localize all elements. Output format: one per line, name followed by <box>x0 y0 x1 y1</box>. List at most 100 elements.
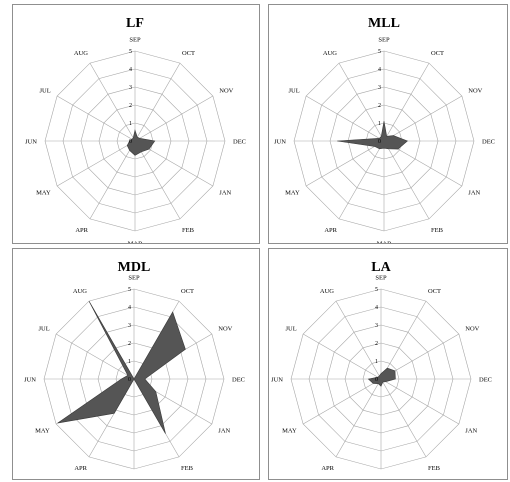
category-label-dec: DEC <box>479 377 492 384</box>
radial-tick-label: 1 <box>378 121 381 127</box>
radar-panel-lf: LF 0 1 2 3 4 5 SEP OCT NOV DEC JAN FEB MAR APR MAY JUN J… <box>12 4 260 244</box>
radial-tick-label: 3 <box>378 85 381 91</box>
radar-panel-mll: MLL 0 1 2 3 4 5 SEP OCT NOV DEC JAN FEB MAR APR MAY JUN… <box>268 4 508 244</box>
radar-chart-la: LA 0 1 2 3 4 5 SEP OCT NOV DEC JAN FEB MAR APR MAY JUN J… <box>271 260 492 480</box>
category-label-mar: MAR <box>377 241 392 244</box>
data-series-area <box>57 300 186 434</box>
chart-title: LF <box>126 16 144 31</box>
spoke-line <box>302 333 382 380</box>
category-label-mar: MAR <box>374 479 389 480</box>
category-label-feb: FEB <box>181 465 194 472</box>
category-label-apr: APR <box>324 227 337 234</box>
category-label-oct: OCT <box>428 288 441 295</box>
chart-title: MLL <box>368 16 400 31</box>
category-label-jul: JUL <box>38 326 49 333</box>
category-label-sep: SEP <box>129 37 141 44</box>
radial-tick-label: 4 <box>128 305 131 311</box>
category-label-jul: JUL <box>285 326 296 333</box>
radial-tick-label: 5 <box>378 49 381 55</box>
spoke-line <box>383 140 430 220</box>
radial-tick-label: 3 <box>129 85 132 91</box>
category-label-jan: JAN <box>219 190 231 197</box>
radar-panel-mdl: MDL 0 1 2 3 4 5 SEP OCT NOV DEC JAN FEB MAR APR MAY JUN… <box>12 248 260 480</box>
radial-tick-label: 5 <box>375 287 378 293</box>
spoke-line <box>56 95 136 142</box>
category-label-aug: AUG <box>320 288 334 295</box>
category-label-sep: SEP <box>375 275 387 282</box>
spoke-line <box>380 300 427 380</box>
radar-chart-mdl: MDL 0 1 2 3 4 5 SEP OCT NOV DEC JAN FEB MAR APR MAY JUN… <box>24 260 245 480</box>
category-label-apr: APR <box>321 465 334 472</box>
spoke-line <box>89 62 136 142</box>
radial-tick-label: 0 <box>375 377 378 383</box>
category-label-nov: NOV <box>219 88 233 95</box>
radar-grid <box>293 50 475 232</box>
category-label-oct: OCT <box>182 50 195 57</box>
radial-tick-label: 2 <box>375 341 378 347</box>
category-label-dec: DEC <box>232 377 245 384</box>
category-label-may: MAY <box>285 190 300 197</box>
category-label-dec: DEC <box>233 139 246 146</box>
radial-tick-label: 1 <box>128 359 131 365</box>
spoke-line <box>380 378 427 458</box>
spoke-line <box>380 378 460 425</box>
radial-tick-label: 3 <box>128 323 131 329</box>
category-label-jun: JUN <box>25 139 37 146</box>
data-series-area <box>367 367 396 387</box>
category-label-mar: MAR <box>128 241 143 244</box>
spoke-line <box>89 140 136 220</box>
category-label-apr: APR <box>74 465 87 472</box>
spoke-line <box>383 62 430 142</box>
radial-tick-label: 5 <box>129 49 132 55</box>
radial-tick-label: 0 <box>128 377 131 383</box>
category-label-aug: AUG <box>74 50 88 57</box>
radial-tick-label: 1 <box>129 121 132 127</box>
spoke-line <box>55 333 135 380</box>
radial-tick-label: 3 <box>375 323 378 329</box>
radar-chart-lf: LF 0 1 2 3 4 5 SEP OCT NOV DEC JAN FEB MAR APR MAY JUN J… <box>25 16 246 244</box>
category-label-aug: AUG <box>73 288 87 295</box>
radar-grid <box>44 50 226 232</box>
spoke-line <box>335 300 382 380</box>
category-label-dec: DEC <box>482 139 495 146</box>
spoke-line <box>338 62 385 142</box>
category-label-nov: NOV <box>218 326 232 333</box>
radial-tick-label: 4 <box>378 67 381 73</box>
category-label-oct: OCT <box>431 50 444 57</box>
radar-chart-mll: MLL 0 1 2 3 4 5 SEP OCT NOV DEC JAN FEB MAR APR MAY JUN… <box>274 16 495 244</box>
category-label-nov: NOV <box>465 326 479 333</box>
radial-tick-label: 0 <box>129 139 132 145</box>
radar-panel-la: LA 0 1 2 3 4 5 SEP OCT NOV DEC JAN FEB MAR APR MAY JUN J… <box>268 248 508 480</box>
category-label-aug: AUG <box>323 50 337 57</box>
spoke-line <box>56 140 136 187</box>
radial-tick-label: 0 <box>378 139 381 145</box>
category-label-jan: JAN <box>218 428 230 435</box>
spoke-line <box>305 95 385 142</box>
category-label-jul: JUL <box>39 88 50 95</box>
spoke-line <box>338 140 385 220</box>
chart-title: LA <box>371 260 391 275</box>
spoke-line <box>134 95 214 142</box>
category-label-mar: MAR <box>127 479 142 480</box>
category-label-feb: FEB <box>428 465 441 472</box>
spoke-line <box>383 95 463 142</box>
category-label-may: MAY <box>35 428 50 435</box>
category-label-may: MAY <box>282 428 297 435</box>
category-label-feb: FEB <box>182 227 195 234</box>
radial-tick-label: 1 <box>375 359 378 365</box>
category-label-jun: JUN <box>274 139 286 146</box>
category-label-jan: JAN <box>468 190 480 197</box>
spoke-line <box>134 140 181 220</box>
category-label-sep: SEP <box>128 275 140 282</box>
radar-grid <box>290 288 472 470</box>
category-label-jul: JUL <box>288 88 299 95</box>
category-label-feb: FEB <box>431 227 444 234</box>
radial-tick-label: 2 <box>128 341 131 347</box>
spoke-line <box>335 378 382 458</box>
radial-tick-label: 2 <box>129 103 132 109</box>
radial-tick-label: 4 <box>129 67 132 73</box>
radial-tick-label: 5 <box>128 287 131 293</box>
spoke-line <box>305 140 385 187</box>
spoke-line <box>302 378 382 425</box>
